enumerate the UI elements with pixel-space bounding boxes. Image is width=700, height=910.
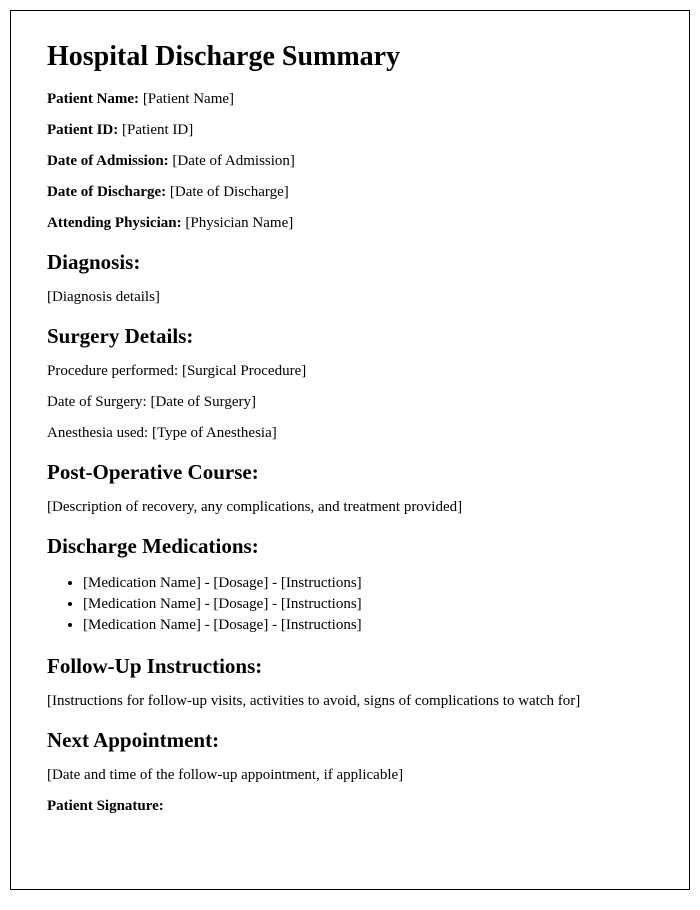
patient-name-row: Patient Name: [Patient Name]	[47, 91, 653, 108]
patient-id-label: Patient ID:	[47, 122, 118, 138]
patient-id-value: [Patient ID]	[122, 122, 193, 138]
discharge-date-row: Date of Discharge: [Date of Discharge]	[47, 184, 653, 201]
discharge-date-value: [Date of Discharge]	[170, 184, 289, 200]
surgery-heading: Surgery Details:	[47, 324, 653, 349]
surgery-anesthesia-label: Anesthesia used:	[47, 425, 148, 441]
postop-heading: Post-Operative Course:	[47, 460, 653, 485]
admission-date-label: Date of Admission:	[47, 153, 169, 169]
surgery-procedure: Procedure performed: [Surgical Procedure…	[47, 363, 653, 380]
surgery-procedure-label: Procedure performed:	[47, 363, 178, 379]
medications-heading: Discharge Medications:	[47, 534, 653, 559]
admission-date-value: [Date of Admission]	[172, 153, 294, 169]
medication-item: [Medication Name] - [Dosage] - [Instruct…	[83, 615, 653, 636]
medication-item: [Medication Name] - [Dosage] - [Instruct…	[83, 573, 653, 594]
physician-value: [Physician Name]	[185, 215, 293, 231]
postop-text: [Description of recovery, any complicati…	[47, 499, 653, 516]
admission-date-row: Date of Admission: [Date of Admission]	[47, 153, 653, 170]
document-page: Hospital Discharge Summary Patient Name:…	[10, 10, 690, 890]
signature-row: Patient Signature:	[47, 798, 653, 815]
page-title: Hospital Discharge Summary	[47, 41, 653, 73]
diagnosis-text: [Diagnosis details]	[47, 289, 653, 306]
surgery-anesthesia-value: [Type of Anesthesia]	[152, 425, 277, 441]
followup-heading: Follow-Up Instructions:	[47, 654, 653, 679]
discharge-date-label: Date of Discharge:	[47, 184, 166, 200]
medication-item: [Medication Name] - [Dosage] - [Instruct…	[83, 594, 653, 615]
patient-name-label: Patient Name:	[47, 91, 139, 107]
signature-label: Patient Signature:	[47, 798, 164, 814]
medications-list: [Medication Name] - [Dosage] - [Instruct…	[83, 573, 653, 636]
followup-text: [Instructions for follow-up visits, acti…	[47, 693, 653, 710]
surgery-anesthesia: Anesthesia used: [Type of Anesthesia]	[47, 425, 653, 442]
diagnosis-heading: Diagnosis:	[47, 250, 653, 275]
next-appt-heading: Next Appointment:	[47, 728, 653, 753]
surgery-date-label: Date of Surgery:	[47, 394, 147, 410]
surgery-date: Date of Surgery: [Date of Surgery]	[47, 394, 653, 411]
next-appt-text: [Date and time of the follow-up appointm…	[47, 767, 653, 784]
surgery-date-value: [Date of Surgery]	[150, 394, 256, 410]
surgery-procedure-value: [Surgical Procedure]	[182, 363, 306, 379]
patient-id-row: Patient ID: [Patient ID]	[47, 122, 653, 139]
patient-name-value: [Patient Name]	[143, 91, 234, 107]
physician-label: Attending Physician:	[47, 215, 182, 231]
physician-row: Attending Physician: [Physician Name]	[47, 215, 653, 232]
